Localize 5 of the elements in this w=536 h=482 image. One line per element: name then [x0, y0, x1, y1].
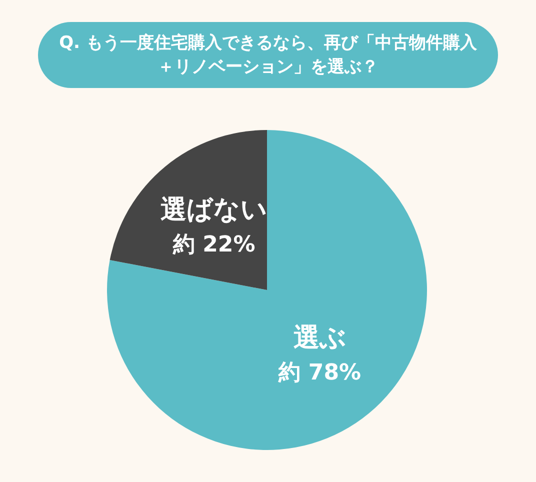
- data-label: 約 78%: [278, 360, 362, 386]
- chart-title: Q. もう一度住宅購入できるなら、再び「中古物件購入＋リノベーション」を選ぶ？: [58, 32, 478, 79]
- slice-label: 選ぶ: [293, 322, 346, 353]
- slice-label: 選ばない: [160, 195, 268, 226]
- data-label: 約 22%: [172, 232, 256, 258]
